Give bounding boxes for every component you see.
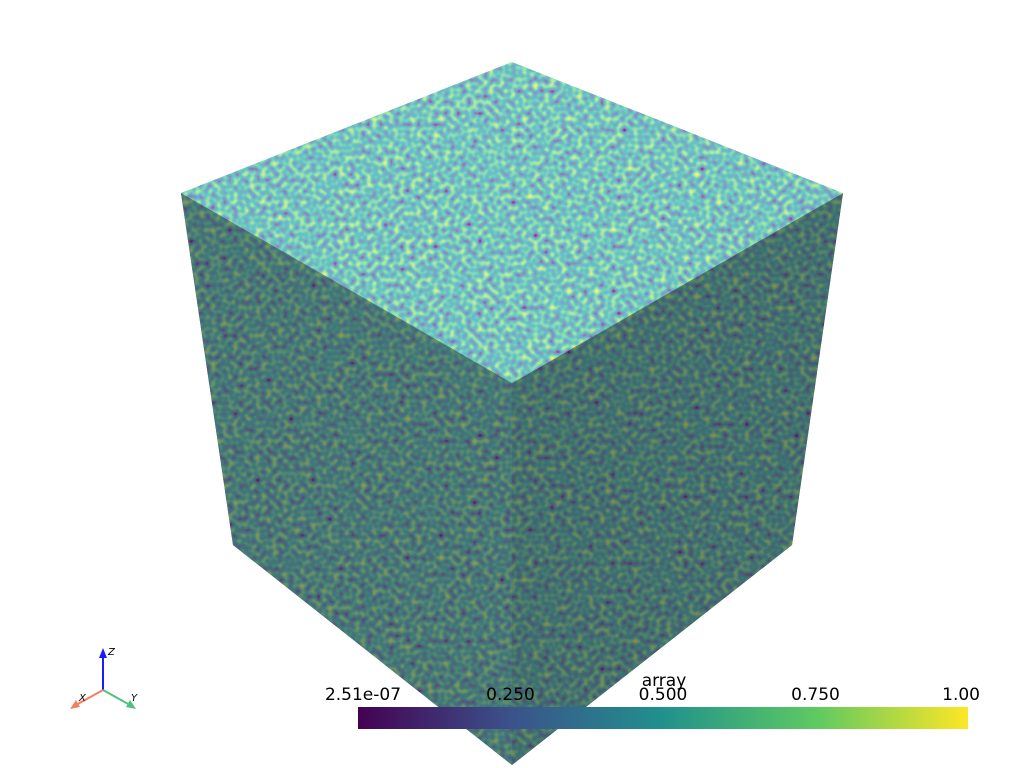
z-arrow [99, 648, 107, 658]
scalar-bar-title: array [642, 671, 687, 691]
cube [181, 62, 843, 765]
cube-face-right [512, 193, 843, 765]
x-axis [75, 689, 104, 706]
scalar-bar-gradient [358, 707, 968, 729]
cube-face-left [181, 193, 512, 765]
y-arrow [126, 700, 136, 709]
axes-widget: Z X Y [70, 647, 138, 709]
scalar-bar-label: 0.750 [791, 685, 840, 705]
z-label: Z [107, 647, 116, 658]
scalar-bar-label: 0.500 [639, 685, 688, 705]
scalar-bar: array 2.51e-07 0.250 0.500 0.750 1.00 [325, 671, 980, 729]
y-axis [102, 689, 131, 706]
scalar-bar-label: 1.00 [942, 685, 980, 705]
x-label: X [78, 693, 87, 704]
cube-face-top [181, 62, 843, 383]
y-label: Y [131, 693, 138, 704]
scalar-bar-label: 2.51e-07 [325, 685, 401, 705]
scalar-bar-label: 0.250 [486, 685, 535, 705]
x-arrow [70, 700, 80, 709]
